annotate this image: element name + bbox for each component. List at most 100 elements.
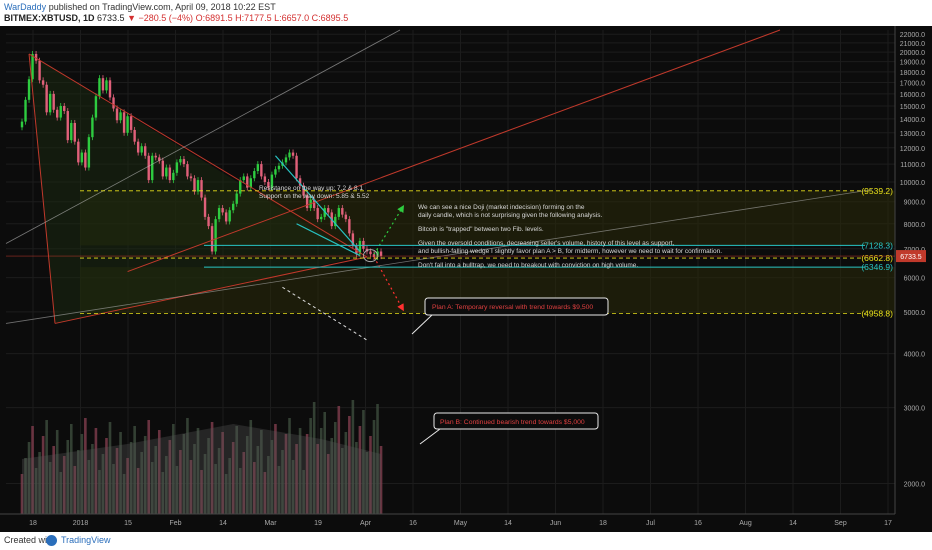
candle-body bbox=[66, 111, 69, 141]
candle-body bbox=[119, 112, 122, 121]
candle-body bbox=[112, 97, 115, 109]
candle-body bbox=[52, 93, 55, 110]
candle-body bbox=[337, 208, 340, 217]
price-tick-label: 19000.0 bbox=[900, 60, 925, 67]
volume-bar bbox=[242, 452, 246, 514]
published-text: published on TradingView.com, April 09, … bbox=[48, 2, 276, 12]
current-price-tag bbox=[896, 250, 926, 263]
candle-body bbox=[94, 96, 98, 118]
price-tick-label: 11000.0 bbox=[900, 162, 925, 169]
fib-level-label: (7128.3) bbox=[861, 240, 893, 250]
volume-bar bbox=[214, 464, 217, 514]
candle-body bbox=[140, 146, 143, 153]
volume-bar bbox=[122, 474, 126, 514]
volume-bar bbox=[376, 404, 379, 514]
candle-body bbox=[284, 157, 288, 163]
candle-body bbox=[210, 226, 214, 252]
candle-body bbox=[291, 152, 295, 156]
annotation-text: Given the oversold conditions, decreasin… bbox=[418, 240, 675, 247]
volume-bar bbox=[277, 466, 281, 514]
time-tick-label: 14 bbox=[789, 520, 797, 527]
volume-bar bbox=[80, 434, 84, 514]
volume-bar bbox=[305, 434, 309, 514]
volume-bar bbox=[228, 458, 231, 514]
time-tick-label: 16 bbox=[409, 520, 417, 527]
price-tick-label: 2000.0 bbox=[904, 482, 926, 489]
volume-bar bbox=[41, 436, 45, 514]
candle-body bbox=[362, 240, 365, 249]
candle-body bbox=[182, 159, 186, 165]
time-tick-label: Apr bbox=[360, 520, 372, 527]
candle-body bbox=[45, 84, 48, 113]
volume-bar bbox=[150, 462, 154, 514]
volume-bar bbox=[203, 454, 207, 514]
annotation-text: Bitcoin is "trapped" between two Fib. le… bbox=[418, 226, 544, 233]
candle-body bbox=[224, 212, 228, 222]
volume-bar bbox=[355, 442, 358, 514]
volume-bar bbox=[337, 406, 341, 514]
last-price: 6733.5 bbox=[97, 13, 125, 23]
candle-body bbox=[203, 197, 207, 217]
candle-body bbox=[246, 176, 249, 188]
candle-body bbox=[369, 251, 372, 255]
volume-bar bbox=[108, 422, 112, 514]
tradingview-logo-icon bbox=[46, 535, 57, 546]
volume-bar bbox=[348, 416, 351, 514]
wedge-top-line bbox=[274, 155, 361, 252]
volume-bar bbox=[312, 402, 316, 514]
long-trend-line bbox=[5, 189, 873, 324]
volume-bar bbox=[143, 436, 147, 514]
price-tick-label: 5000.0 bbox=[904, 310, 926, 317]
candle-body bbox=[87, 137, 91, 168]
candle-body bbox=[256, 164, 260, 172]
candle-body bbox=[108, 80, 112, 98]
price-tick-label: 15000.0 bbox=[900, 104, 925, 111]
candle-body bbox=[295, 155, 298, 179]
volume-bar bbox=[245, 436, 249, 514]
candle-body bbox=[242, 176, 245, 181]
author-link[interactable]: WarDaddy bbox=[4, 2, 47, 12]
time-tick-label: 17 bbox=[884, 520, 892, 527]
candle-body bbox=[260, 164, 263, 177]
price-chart[interactable]: (9539.2) (7128.3) (6662.8)(6346.9) (4958.8)… bbox=[0, 26, 932, 532]
candle-body bbox=[136, 141, 140, 153]
volume-bar bbox=[369, 436, 372, 514]
doji-circle bbox=[362, 249, 378, 263]
volume-bar bbox=[133, 426, 136, 514]
volume-bar bbox=[344, 432, 348, 514]
volume-bar bbox=[309, 418, 312, 514]
volume-bar bbox=[372, 420, 376, 514]
candle-body bbox=[312, 199, 316, 209]
fib-levels: (9539.2) (7128.3) (6662.8)(6346.9) (4958.8) bbox=[80, 186, 893, 318]
candle-body bbox=[175, 162, 179, 173]
chart-area[interactable]: (9539.2) (7128.3) (6662.8) (6346.9) (4958.8)… bbox=[0, 26, 932, 532]
volume-bar bbox=[126, 458, 129, 514]
plan-b-label: Plan B: Continued bearish trend towards … bbox=[440, 419, 585, 426]
volume-bar bbox=[333, 422, 337, 514]
volume-bar bbox=[231, 442, 235, 514]
candle-body bbox=[151, 155, 154, 181]
price-change: −280.5 (−4%) bbox=[138, 13, 194, 23]
volume-bar bbox=[20, 474, 24, 514]
price-tick-label: 21000.0 bbox=[900, 41, 925, 48]
publish-line: WarDaddy published on TradingView.com, A… bbox=[4, 2, 276, 12]
volume-bar bbox=[182, 434, 186, 514]
annotation-support: Support on the way down: 5.85 & 5.52 bbox=[259, 193, 370, 200]
candle-body bbox=[161, 160, 164, 177]
time-tick-label: 14 bbox=[219, 520, 227, 527]
volume-bar bbox=[365, 452, 369, 514]
tradingview-link[interactable]: TradingView bbox=[61, 535, 111, 545]
fib-level-label: (9539.2) bbox=[861, 186, 893, 196]
annotation-text: Don't fall into a bulltrap, we need to b… bbox=[418, 262, 638, 269]
price-tick-label: 9000.0 bbox=[904, 200, 926, 207]
price-tick-label: 8000.0 bbox=[904, 222, 926, 229]
volume-bar bbox=[77, 450, 80, 514]
volume-bar bbox=[175, 466, 179, 514]
candle-body bbox=[48, 93, 52, 113]
candle-body bbox=[133, 129, 136, 142]
price-tick-label: 14000.0 bbox=[900, 117, 925, 124]
volume-bar bbox=[38, 452, 41, 514]
candle-body bbox=[221, 208, 224, 213]
plan-b-pointer bbox=[419, 428, 441, 445]
volume-bar bbox=[281, 450, 284, 514]
